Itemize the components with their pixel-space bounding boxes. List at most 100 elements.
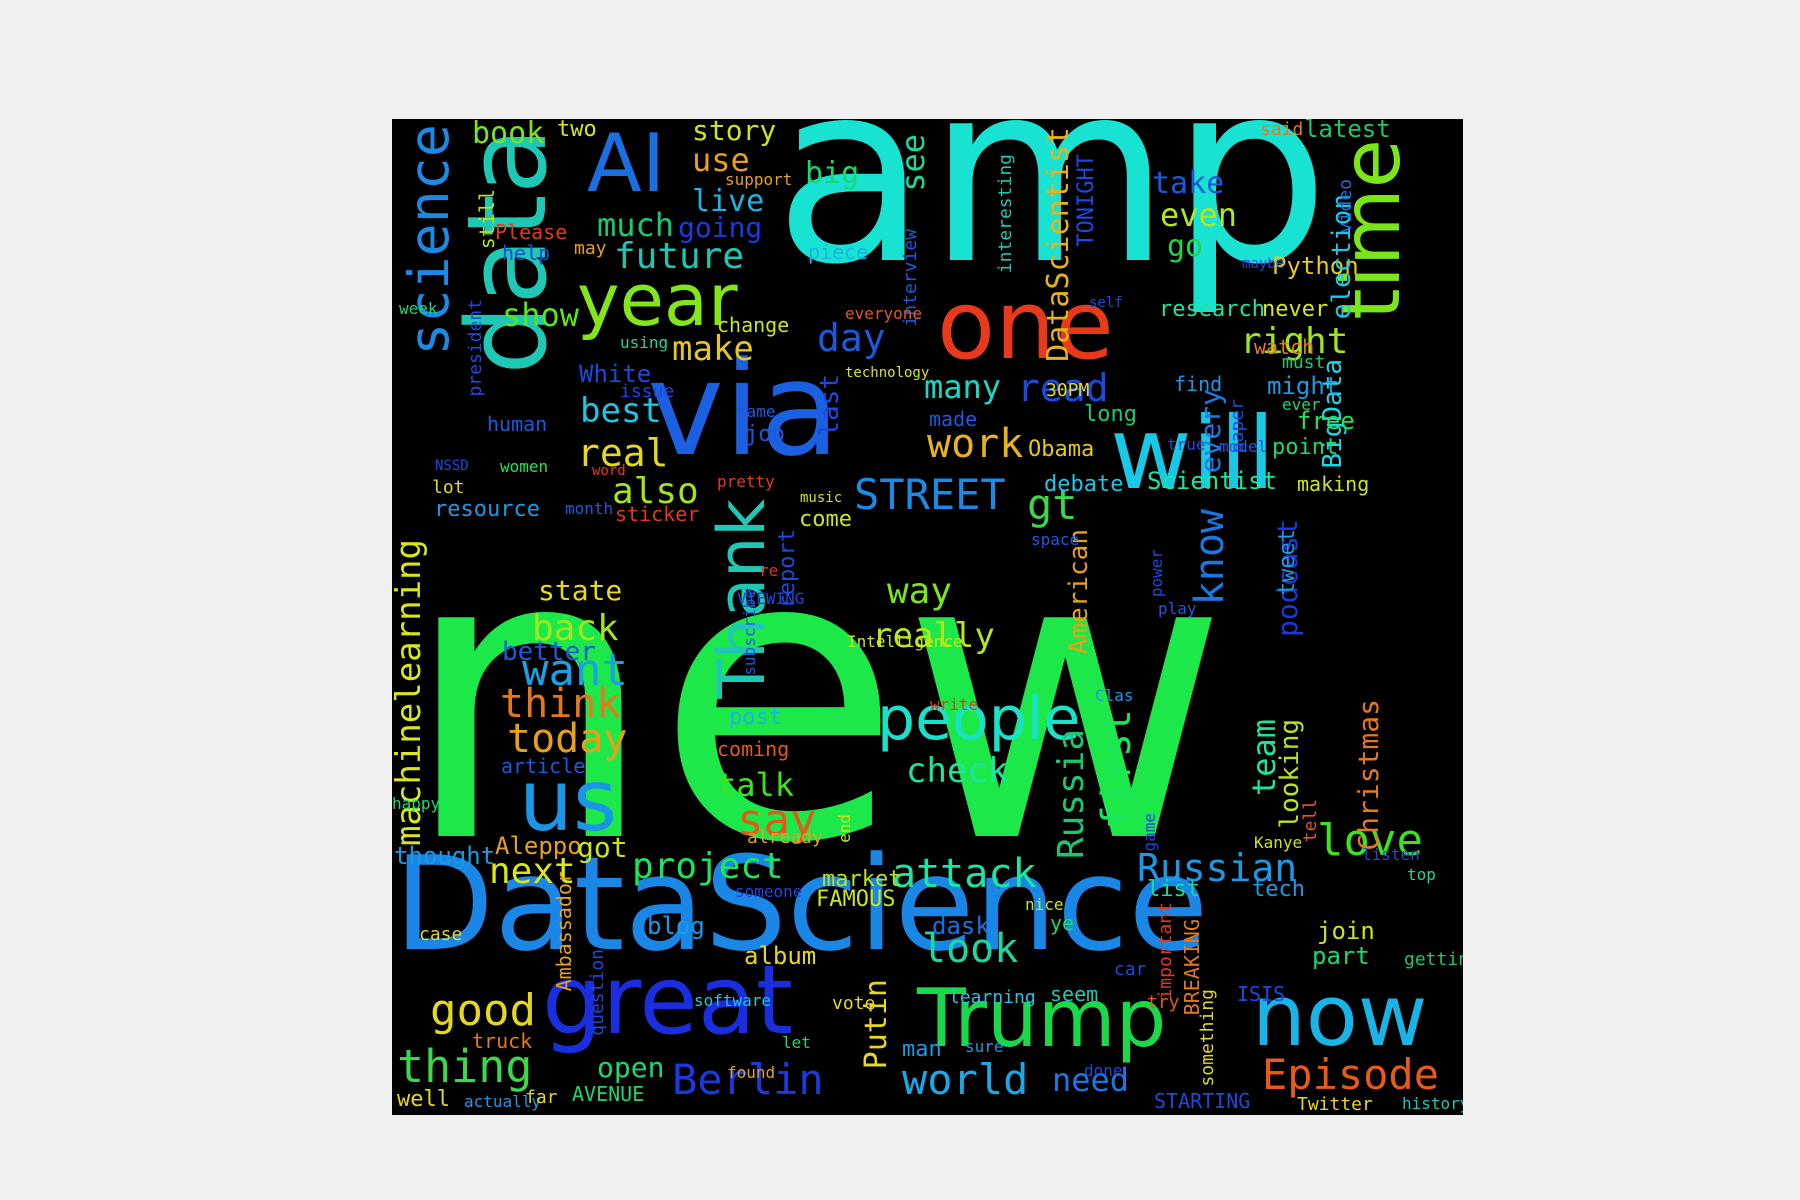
word-first: first	[1094, 709, 1140, 830]
word-30pm: 30PM	[1046, 380, 1090, 401]
word-new: new	[402, 466, 1229, 931]
word-music: music	[800, 490, 843, 506]
word-well: well	[397, 1087, 450, 1112]
word-research: research	[1159, 297, 1265, 322]
word-much: much	[597, 206, 675, 244]
word-need: need	[1052, 1061, 1130, 1099]
word-everyone: everyone	[845, 304, 923, 323]
word-best: best	[580, 391, 662, 431]
word-making: making	[1297, 472, 1370, 496]
word-man: man	[902, 1037, 942, 1062]
word-world: world	[902, 1055, 1029, 1104]
word-month: month	[565, 499, 614, 518]
word-starting: STARTING	[1154, 1089, 1251, 1113]
word-way: way	[887, 571, 953, 612]
word-case: case	[419, 924, 463, 945]
word-women: women	[500, 457, 549, 476]
word-truck: truck	[472, 1029, 533, 1053]
word-live: live	[692, 184, 765, 219]
word-clas: Clas	[1095, 686, 1134, 705]
word-take: take	[1152, 166, 1225, 201]
word-many: many	[924, 368, 1002, 406]
word-amp: amp	[774, 119, 1330, 319]
word-better: better	[502, 637, 596, 667]
word-resource: resource	[434, 497, 540, 522]
word-long: long	[1084, 402, 1137, 427]
word-must: must	[1282, 352, 1326, 373]
word-say: say	[737, 795, 817, 846]
word-scientist: Scientist	[1147, 467, 1278, 495]
word-sure: sure	[965, 1037, 1004, 1056]
word-actually: actually	[464, 1092, 542, 1111]
word-latest: latest	[1304, 119, 1391, 143]
word-big: big	[805, 156, 860, 191]
word-please: Please	[495, 220, 568, 244]
word-see: see	[894, 134, 932, 192]
word-already: already	[747, 827, 823, 848]
word-white: White	[579, 360, 652, 388]
word-one: one	[937, 271, 1114, 381]
word-question: question	[587, 949, 608, 1036]
word-book: book	[472, 119, 545, 151]
word-software: software	[694, 991, 772, 1010]
word-happy: happy	[392, 794, 441, 813]
word-show: show	[502, 296, 580, 334]
word-seem: seem	[1050, 982, 1099, 1006]
word-learning: learning	[949, 987, 1036, 1008]
word-story: story	[692, 119, 777, 147]
word-open: open	[597, 1051, 665, 1084]
word-pretty: pretty	[717, 472, 775, 491]
word-thing: thing	[397, 1040, 533, 1093]
word-sticker: sticker	[615, 502, 700, 526]
word-look: look	[922, 926, 1019, 972]
word-dask: dask	[932, 912, 990, 940]
word-make: make	[672, 329, 754, 369]
word-us: us	[519, 752, 618, 851]
word-trump: Trump	[917, 972, 1167, 1065]
word-name: name	[737, 402, 776, 421]
word-find: find	[1174, 372, 1223, 396]
word-might: might	[1267, 372, 1340, 400]
word-christmas: Christmas	[1352, 699, 1385, 851]
word-attack: attack	[892, 851, 1037, 897]
word-never: never	[1262, 297, 1329, 322]
word-support: support	[725, 170, 793, 189]
word-change: change	[717, 313, 790, 337]
word-president: president	[465, 299, 486, 397]
word-week: week	[399, 299, 438, 318]
word-power: power	[1147, 549, 1166, 598]
word-will: will	[1110, 395, 1276, 512]
word-issue: issue	[620, 381, 675, 402]
word-russian: Russian	[1137, 846, 1298, 890]
word-street: STREET	[854, 470, 1006, 519]
word-free: free	[1297, 407, 1355, 435]
word-subscribe: subscribe	[740, 589, 759, 676]
word-every: every	[1194, 389, 1227, 474]
word-blog: blog	[647, 912, 705, 940]
word-ever: ever	[1282, 395, 1321, 414]
word-space: space	[1031, 530, 1080, 549]
word-end: end	[835, 814, 854, 843]
word-viewing: VIEWING	[737, 589, 805, 608]
word-part: part	[1312, 942, 1370, 970]
word-datascientist: DataScientist	[1041, 127, 1076, 362]
word-kanye: Kanye	[1254, 833, 1303, 852]
word-nssd: NSSD	[435, 458, 469, 474]
word-now: now	[1252, 967, 1428, 1066]
word-list: list	[1147, 877, 1200, 902]
word-model: model	[1219, 437, 1268, 456]
word-said: said	[1260, 119, 1304, 140]
word-next: next	[489, 851, 576, 892]
word-think: think	[500, 681, 621, 727]
word-job: job	[745, 422, 785, 447]
word-video: video	[1335, 179, 1356, 234]
word-ai: AI	[587, 119, 666, 210]
word-made: made	[929, 407, 978, 431]
word-interesting: interesting	[995, 154, 1016, 274]
word-someone: someone	[735, 882, 803, 901]
word-re: re	[759, 561, 779, 580]
word-nice: nice	[1025, 895, 1064, 914]
word-project: project	[632, 846, 784, 887]
word-play: play	[1158, 599, 1197, 618]
word-important: important	[1155, 902, 1176, 1000]
